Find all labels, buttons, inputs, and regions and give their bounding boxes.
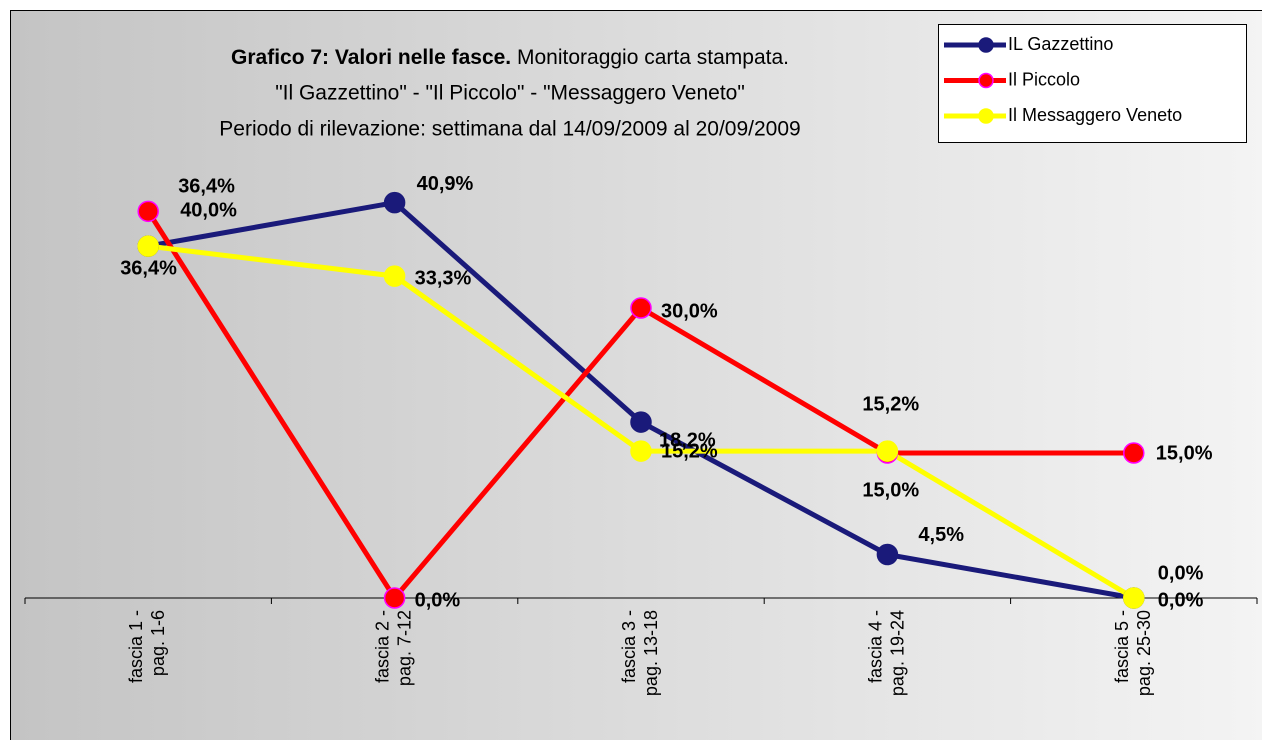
marker [137,200,159,223]
x-tick-label: fascia 4 - pag. 19-24 [865,610,907,696]
legend-marker [978,37,994,53]
data-label: 30,0% [661,300,718,322]
data-label: 36,4% [178,175,235,197]
data-label: 15,0% [1156,442,1213,464]
marker [630,297,652,319]
marker [630,440,652,462]
marker [630,411,652,433]
data-label: 15,0% [862,479,919,501]
x-tick-label-line: pag. 19-24 [887,610,907,696]
data-label: 4,5% [918,524,964,546]
data-label: 36,4% [120,257,177,279]
chart-title-line: Grafico 7: Valori nelle fasce. Monitorag… [231,46,789,69]
data-label: 15,2% [862,393,919,415]
x-tick-label-line: fascia 2 - [372,610,392,683]
x-tick-label-line: fascia 3 - [619,610,639,683]
x-tick-label-line: pag. 25-30 [1134,610,1154,696]
data-label: 0,0% [415,589,461,611]
chart-subtitle: "Il Gazzettino" - "Il Piccolo" - "Messag… [275,82,745,105]
x-tick-label-line: pag. 7-12 [394,610,414,686]
legend-label: IL Gazzettino [1008,34,1113,54]
data-label: 40,9% [417,173,474,195]
legend-label: Il Piccolo [1008,69,1080,89]
legend-marker [978,108,994,124]
x-tick-label: fascia 3 - pag. 13-18 [619,610,661,696]
x-tick-label-line: fascia 1 - [126,610,146,683]
x-tick-label-line: pag. 1-6 [148,610,168,676]
x-tick-label-line: pag. 13-18 [641,610,661,696]
chart-subtitle: Monitoraggio carta stampata. [517,46,789,69]
data-label: 15,2% [661,440,718,462]
x-tick-label: fascia 5 - pag. 25-30 [1112,610,1154,696]
legend-label: Il Messaggero Veneto [1008,105,1182,125]
data-label: 40,0% [180,200,237,222]
legend-marker [978,72,994,89]
marker [383,587,406,609]
marker [1123,442,1145,464]
marker [876,543,899,566]
x-tick-label-line: fascia 5 - [1112,610,1132,683]
marker [137,235,159,257]
chart-title: Grafico 7: Valori nelle fasce. [231,46,511,69]
marker [876,440,899,462]
data-label: 0,0% [1158,589,1204,611]
data-label: 33,3% [415,267,472,289]
x-tick-label-line: fascia 4 - [865,610,885,683]
chart-subtitle: Periodo di rilevazione: settimana dal 14… [219,118,800,141]
marker [383,191,406,214]
x-tick-label: fascia 1 - pag. 1-6 [126,610,168,683]
data-label: 18,2% [659,429,716,451]
data-label: 0,0% [1158,562,1204,584]
marker [1123,587,1145,609]
x-tick-label: fascia 2 - pag. 7-12 [372,610,414,686]
marker [383,265,406,287]
